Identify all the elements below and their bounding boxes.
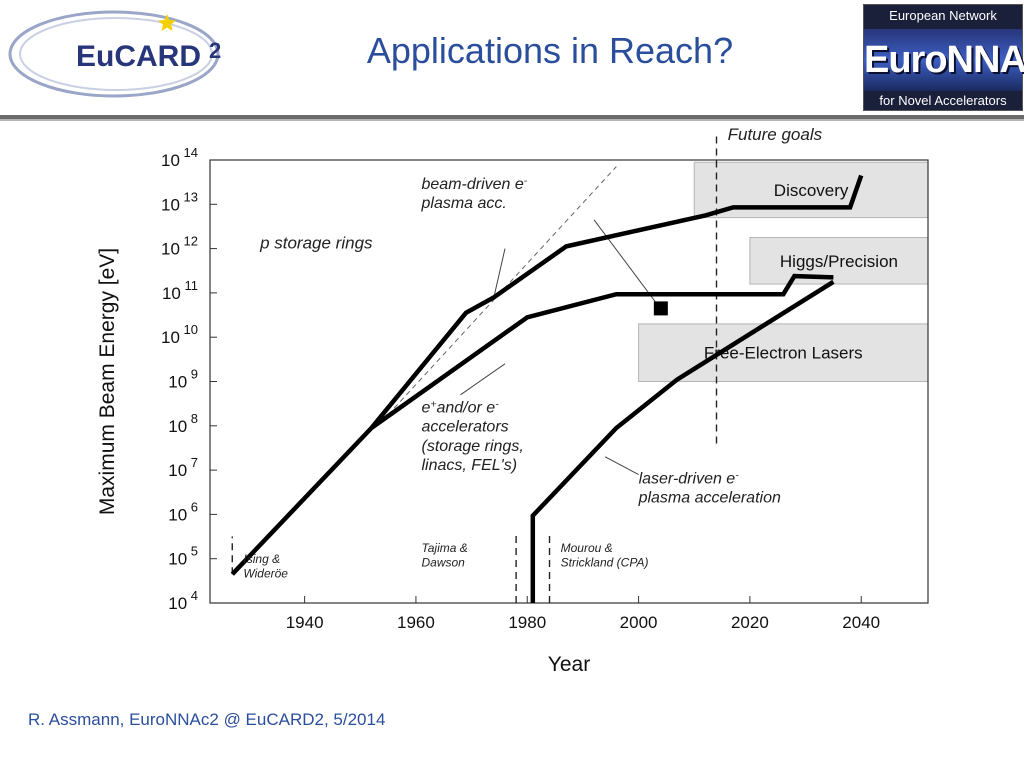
series-line-2 xyxy=(530,279,835,603)
logo-orbit-ring-inner xyxy=(19,17,213,91)
header-divider xyxy=(0,115,1024,119)
x-tick-label-2000: 2000 xyxy=(620,613,658,632)
logo-wordmark: EuCARD xyxy=(76,40,201,73)
x-tick-label-2020: 2020 xyxy=(731,613,769,632)
series-line-1 xyxy=(370,273,834,430)
scaling-trend-line xyxy=(387,166,617,416)
y-tick-label-5: 10 5 xyxy=(168,544,198,569)
annotation-4: laser-driven e-plasma acceleration xyxy=(638,470,781,507)
annotation-3: e+and/or e-accelerators (storage rings, li… xyxy=(422,399,524,474)
euronnac-logo: European Network EuroNNAc for Novel Acce… xyxy=(863,4,1024,111)
goal-box-label-0: Discovery xyxy=(774,181,849,200)
star-icon xyxy=(158,14,176,31)
series-line-0 xyxy=(230,174,864,576)
euronnac-logo-top: European Network xyxy=(889,8,997,23)
leader-line-0 xyxy=(493,248,506,298)
logo-orbit-ring xyxy=(8,10,220,98)
y-tick-label-8: 10 8 xyxy=(168,411,198,436)
slide-header: EuCARD 2 Applications in Reach? European… xyxy=(0,0,1024,120)
y-tick-label-12: 10 12 xyxy=(161,234,198,259)
x-axis-label: Year xyxy=(548,653,590,676)
x-tick-label-1960: 1960 xyxy=(397,613,435,632)
eucard2-logo: EuCARD 2 xyxy=(4,4,244,104)
x-tick-label-1980: 1980 xyxy=(508,613,546,632)
y-tick-label-9: 10 9 xyxy=(168,367,198,392)
goal-box-label-2: Free-Electron Lasers xyxy=(704,344,863,363)
leader-line-1 xyxy=(593,219,656,303)
leader-line-3 xyxy=(604,456,639,475)
header-divider-light xyxy=(0,119,1024,121)
annotation-0: Future goals xyxy=(728,125,823,144)
euronnac-logo-main: EuroNNAc xyxy=(864,29,1024,91)
beam-driven-result-marker xyxy=(653,301,668,316)
x-tick-label-1940: 1940 xyxy=(286,613,324,632)
leader-line-2 xyxy=(460,363,506,396)
slide-footer: R. Assmann, EuroNNAc2 @ EuCARD2, 5/2014 xyxy=(28,710,386,729)
y-tick-label-4: 10 4 xyxy=(168,588,198,613)
annotation-5: Ising & Wideröe xyxy=(243,552,288,580)
y-tick-label-14: 10 14 xyxy=(161,145,198,170)
y-tick-label-7: 10 7 xyxy=(168,455,198,480)
y-axis-label: Maximum Beam Energy [eV] xyxy=(96,248,119,515)
annotation-2: p storage rings xyxy=(259,234,373,253)
y-tick-label-11: 10 11 xyxy=(162,278,198,303)
y-tick-label-13: 10 13 xyxy=(161,189,198,214)
x-tick-label-2040: 2040 xyxy=(842,613,880,632)
logo-superscript: 2 xyxy=(209,38,221,63)
y-tick-label-6: 10 6 xyxy=(168,499,198,524)
goal-box-1 xyxy=(749,237,929,285)
euronnac-logo-bottom: for Novel Accelerators xyxy=(879,93,1007,108)
annotation-7: Mourou & Strickland (CPA) xyxy=(561,541,649,569)
y-tick-label-10: 10 10 xyxy=(161,322,198,347)
goal-box-label-1: Higgs/Precision xyxy=(780,252,898,271)
annotation-6: Tajima & Dawson xyxy=(422,541,468,569)
energy-chart-svg: Discovery Higgs/Precision Free-Electron La… xyxy=(96,125,929,676)
annotation-1: beam-driven e-plasma acc. xyxy=(421,175,528,212)
slide-title: Applications in Reach? xyxy=(366,30,734,71)
energy-chart: Discovery Higgs/Precision Free-Electron La… xyxy=(90,125,940,685)
eucard2-logo-graphic: EuCARD 2 xyxy=(8,10,221,98)
